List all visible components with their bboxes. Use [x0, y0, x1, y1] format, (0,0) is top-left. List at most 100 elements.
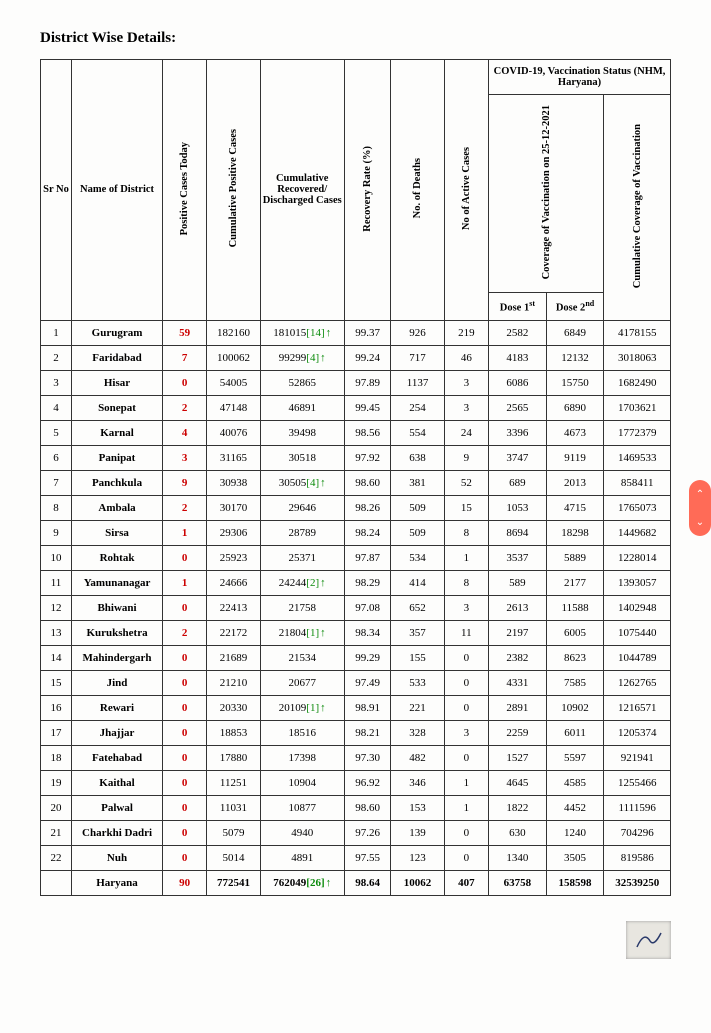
cell-deaths: 509 — [391, 495, 444, 520]
cell-dose1: 3537 — [489, 545, 547, 570]
scroll-widget[interactable]: ⌃ ⌄ — [689, 480, 711, 536]
cell-district: Kaithal — [72, 770, 163, 795]
cell-deaths: 533 — [391, 670, 444, 695]
cell-sr: 22 — [41, 845, 72, 870]
cell-today: 1 — [162, 570, 206, 595]
cell-rate: 96.92 — [344, 770, 391, 795]
cell-today: 0 — [162, 545, 206, 570]
cell-rate: 99.29 — [344, 645, 391, 670]
cell-recovered: 25371 — [260, 545, 344, 570]
cell-deaths: 10062 — [391, 870, 444, 895]
table-row: 2Faridabad710006299299[4]↑99.24717464183… — [41, 345, 671, 370]
cell-dose2: 6849 — [546, 320, 604, 345]
cell-cov: 1772379 — [604, 420, 671, 445]
signature-icon — [626, 921, 671, 959]
cell-today: 0 — [162, 845, 206, 870]
cell-sr: 18 — [41, 745, 72, 770]
cell-dose2: 4585 — [546, 770, 604, 795]
cell-cov: 1044789 — [604, 645, 671, 670]
cell-cum-pos: 30170 — [207, 495, 260, 520]
cell-deaths: 381 — [391, 470, 444, 495]
header-positive-today: Positive Cases Today — [162, 60, 206, 321]
cell-deaths: 155 — [391, 645, 444, 670]
cell-dose2: 1240 — [546, 820, 604, 845]
cell-deaths: 357 — [391, 620, 444, 645]
cell-district: Charkhi Dadri — [72, 820, 163, 845]
cell-cov: 1255466 — [604, 770, 671, 795]
chevron-down-icon[interactable]: ⌄ — [696, 517, 704, 528]
cell-rate: 98.64 — [344, 870, 391, 895]
cell-deaths: 254 — [391, 395, 444, 420]
cell-deaths: 534 — [391, 545, 444, 570]
cell-recovered: 24244[2]↑ — [260, 570, 344, 595]
cell-dose2: 15750 — [546, 370, 604, 395]
cell-recovered: 18516 — [260, 720, 344, 745]
cell-district: Mahindergarh — [72, 645, 163, 670]
cell-dose2: 6011 — [546, 720, 604, 745]
cell-rate: 97.55 — [344, 845, 391, 870]
cell-rate: 98.56 — [344, 420, 391, 445]
cell-district: Faridabad — [72, 345, 163, 370]
cell-rate: 97.92 — [344, 445, 391, 470]
cell-dose1: 2259 — [489, 720, 547, 745]
cell-district: Panipat — [72, 445, 163, 470]
table-row: 17Jhajjar0188531851698.21328322596011120… — [41, 720, 671, 745]
cell-cum-pos: 5014 — [207, 845, 260, 870]
cell-dose2: 12132 — [546, 345, 604, 370]
cell-sr: 9 — [41, 520, 72, 545]
cell-recovered: 52865 — [260, 370, 344, 395]
cell-cov: 1449682 — [604, 520, 671, 545]
cell-district: Jind — [72, 670, 163, 695]
cell-cov: 1682490 — [604, 370, 671, 395]
table-row: 11Yamunanagar12466624244[2]↑98.294148589… — [41, 570, 671, 595]
cell-deaths: 652 — [391, 595, 444, 620]
chevron-up-icon[interactable]: ⌃ — [696, 489, 704, 500]
cell-active: 11 — [444, 620, 488, 645]
cell-deaths: 926 — [391, 320, 444, 345]
table-row: 19Kaithal0112511090496.92346146454585125… — [41, 770, 671, 795]
cell-cum-pos: 11251 — [207, 770, 260, 795]
header-vacc-group: COVID-19, Vaccination Status (NHM, Harya… — [489, 60, 671, 95]
cell-recovered: 4940 — [260, 820, 344, 845]
cell-rate: 97.49 — [344, 670, 391, 695]
cell-dose2: 4452 — [546, 795, 604, 820]
cell-deaths: 554 — [391, 420, 444, 445]
cell-cum-pos: 182160 — [207, 320, 260, 345]
header-sr-no: Sr No — [41, 60, 72, 321]
cell-cov: 1111596 — [604, 795, 671, 820]
cell-recovered: 762049[26]↑ — [260, 870, 344, 895]
cell-recovered: 21534 — [260, 645, 344, 670]
cell-cum-pos: 31165 — [207, 445, 260, 470]
cell-recovered: 17398 — [260, 745, 344, 770]
cell-cum-pos: 18853 — [207, 720, 260, 745]
cell-rate: 97.89 — [344, 370, 391, 395]
cell-sr: 8 — [41, 495, 72, 520]
cell-sr: 19 — [41, 770, 72, 795]
cell-district: Yamunanagar — [72, 570, 163, 595]
cell-today: 2 — [162, 395, 206, 420]
header-coverage-date: Coverage of Vaccination on 25-12-2021 — [489, 95, 604, 293]
cell-recovered: 10904 — [260, 770, 344, 795]
cell-dose2: 8623 — [546, 645, 604, 670]
table-row: 1Gurugram59182160181015[14]↑99.379262192… — [41, 320, 671, 345]
cell-dose2: 10902 — [546, 695, 604, 720]
cell-rate: 97.87 — [344, 545, 391, 570]
table-row: 9Sirsa1293062878998.24509886941829814496… — [41, 520, 671, 545]
cell-dose1: 2197 — [489, 620, 547, 645]
cell-active: 219 — [444, 320, 488, 345]
cell-sr: 11 — [41, 570, 72, 595]
table-row: 14Mahindergarh0216892153499.291550238286… — [41, 645, 671, 670]
cell-cum-pos: 47148 — [207, 395, 260, 420]
table-row: 4Sonepat2471484689199.452543256568901703… — [41, 395, 671, 420]
cell-dose1: 63758 — [489, 870, 547, 895]
cell-dose1: 2891 — [489, 695, 547, 720]
cell-deaths: 139 — [391, 820, 444, 845]
header-cumulative-recovered: Cumulative Recovered/ Discharged Cases — [260, 60, 344, 321]
cell-dose2: 2177 — [546, 570, 604, 595]
cell-today: 7 — [162, 345, 206, 370]
cell-today: 9 — [162, 470, 206, 495]
cell-rate: 99.45 — [344, 395, 391, 420]
cell-cov: 858411 — [604, 470, 671, 495]
cell-active: 3 — [444, 720, 488, 745]
cell-dose1: 4645 — [489, 770, 547, 795]
